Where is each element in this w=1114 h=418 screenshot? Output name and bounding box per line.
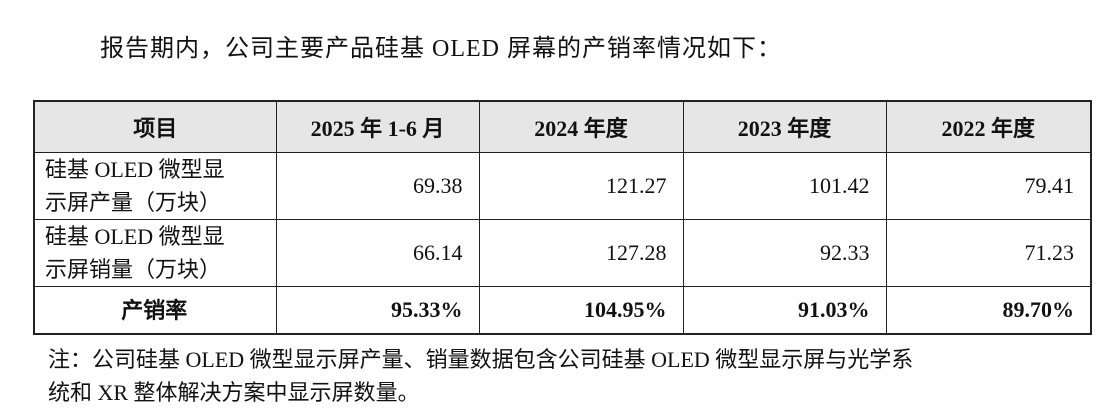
value-cell: 71.23	[885, 219, 1092, 287]
table-row: 产销率 95.33% 104.95% 91.03% 89.70%	[33, 286, 1092, 335]
intro: 报告期内，公司主要产品硅基 OLED 屏幕的产销率情况如下：	[100, 36, 782, 62]
value-cell: 89.70%	[885, 286, 1092, 335]
note-line: 注：公司硅基 OLED 微型显示屏产量、销量数据包含公司硅基 OLED 微型显示…	[48, 347, 914, 372]
header-cell: 2022 年度	[885, 100, 1092, 153]
row-label: 硅基 OLED 微型显 示屏销量（万块）	[33, 219, 277, 287]
note-line: 统和 XR 整体解决方案中显示屏数量。	[48, 380, 420, 405]
note: 注：公司硅基 OLED 微型显示屏产量、销量数据包含公司硅基 OLED 微型显示…	[48, 343, 913, 409]
value-cell: 104.95%	[478, 286, 684, 335]
value-cell: 69.38	[275, 152, 480, 220]
row-label: 硅基 OLED 微型显 示屏产量（万块）	[33, 152, 277, 220]
row-label-line: 硅基 OLED 微型显	[45, 224, 225, 249]
header-cell: 2024 年度	[478, 100, 684, 153]
header-cell: 项目	[33, 100, 277, 153]
row-label-line: 产销率	[121, 297, 188, 323]
value-cell: 101.42	[682, 152, 887, 220]
value-cell: 127.28	[478, 219, 684, 287]
row-label: 产销率	[33, 286, 277, 335]
row-label-line: 示屏销量（万块）	[45, 257, 222, 282]
header-row: 项目 2025 年 1-6 月 2024 年度 2023 年度 2022 年度	[33, 100, 1092, 153]
value-cell: 66.14	[275, 219, 480, 287]
value-cell: 79.41	[885, 152, 1092, 220]
header-cell: 2025 年 1-6 月	[275, 100, 480, 153]
value-cell: 121.27	[478, 152, 684, 220]
table-row: 硅基 OLED 微型显 示屏销量（万块） 66.14 127.28 92.33 71.23	[33, 219, 1092, 287]
row-label-line: 示屏产量（万块）	[45, 190, 222, 215]
table: 项目 2025 年 1-6 月 2024 年度 2023 年度 2022 年度 硅基 O…	[33, 100, 1092, 335]
table-body: 硅基 OLED 微型显 示屏产量（万块） 69.38 121.27 101.42 79.4…	[33, 152, 1092, 335]
header-cell: 2023 年度	[682, 100, 887, 153]
value-cell: 95.33%	[275, 286, 480, 335]
row-label-line: 硅基 OLED 微型显	[45, 157, 225, 182]
value-cell: 91.03%	[682, 286, 887, 335]
table-row: 硅基 OLED 微型显 示屏产量（万块） 69.38 121.27 101.42 79.4…	[33, 152, 1092, 220]
value-cell: 92.33	[682, 219, 887, 287]
